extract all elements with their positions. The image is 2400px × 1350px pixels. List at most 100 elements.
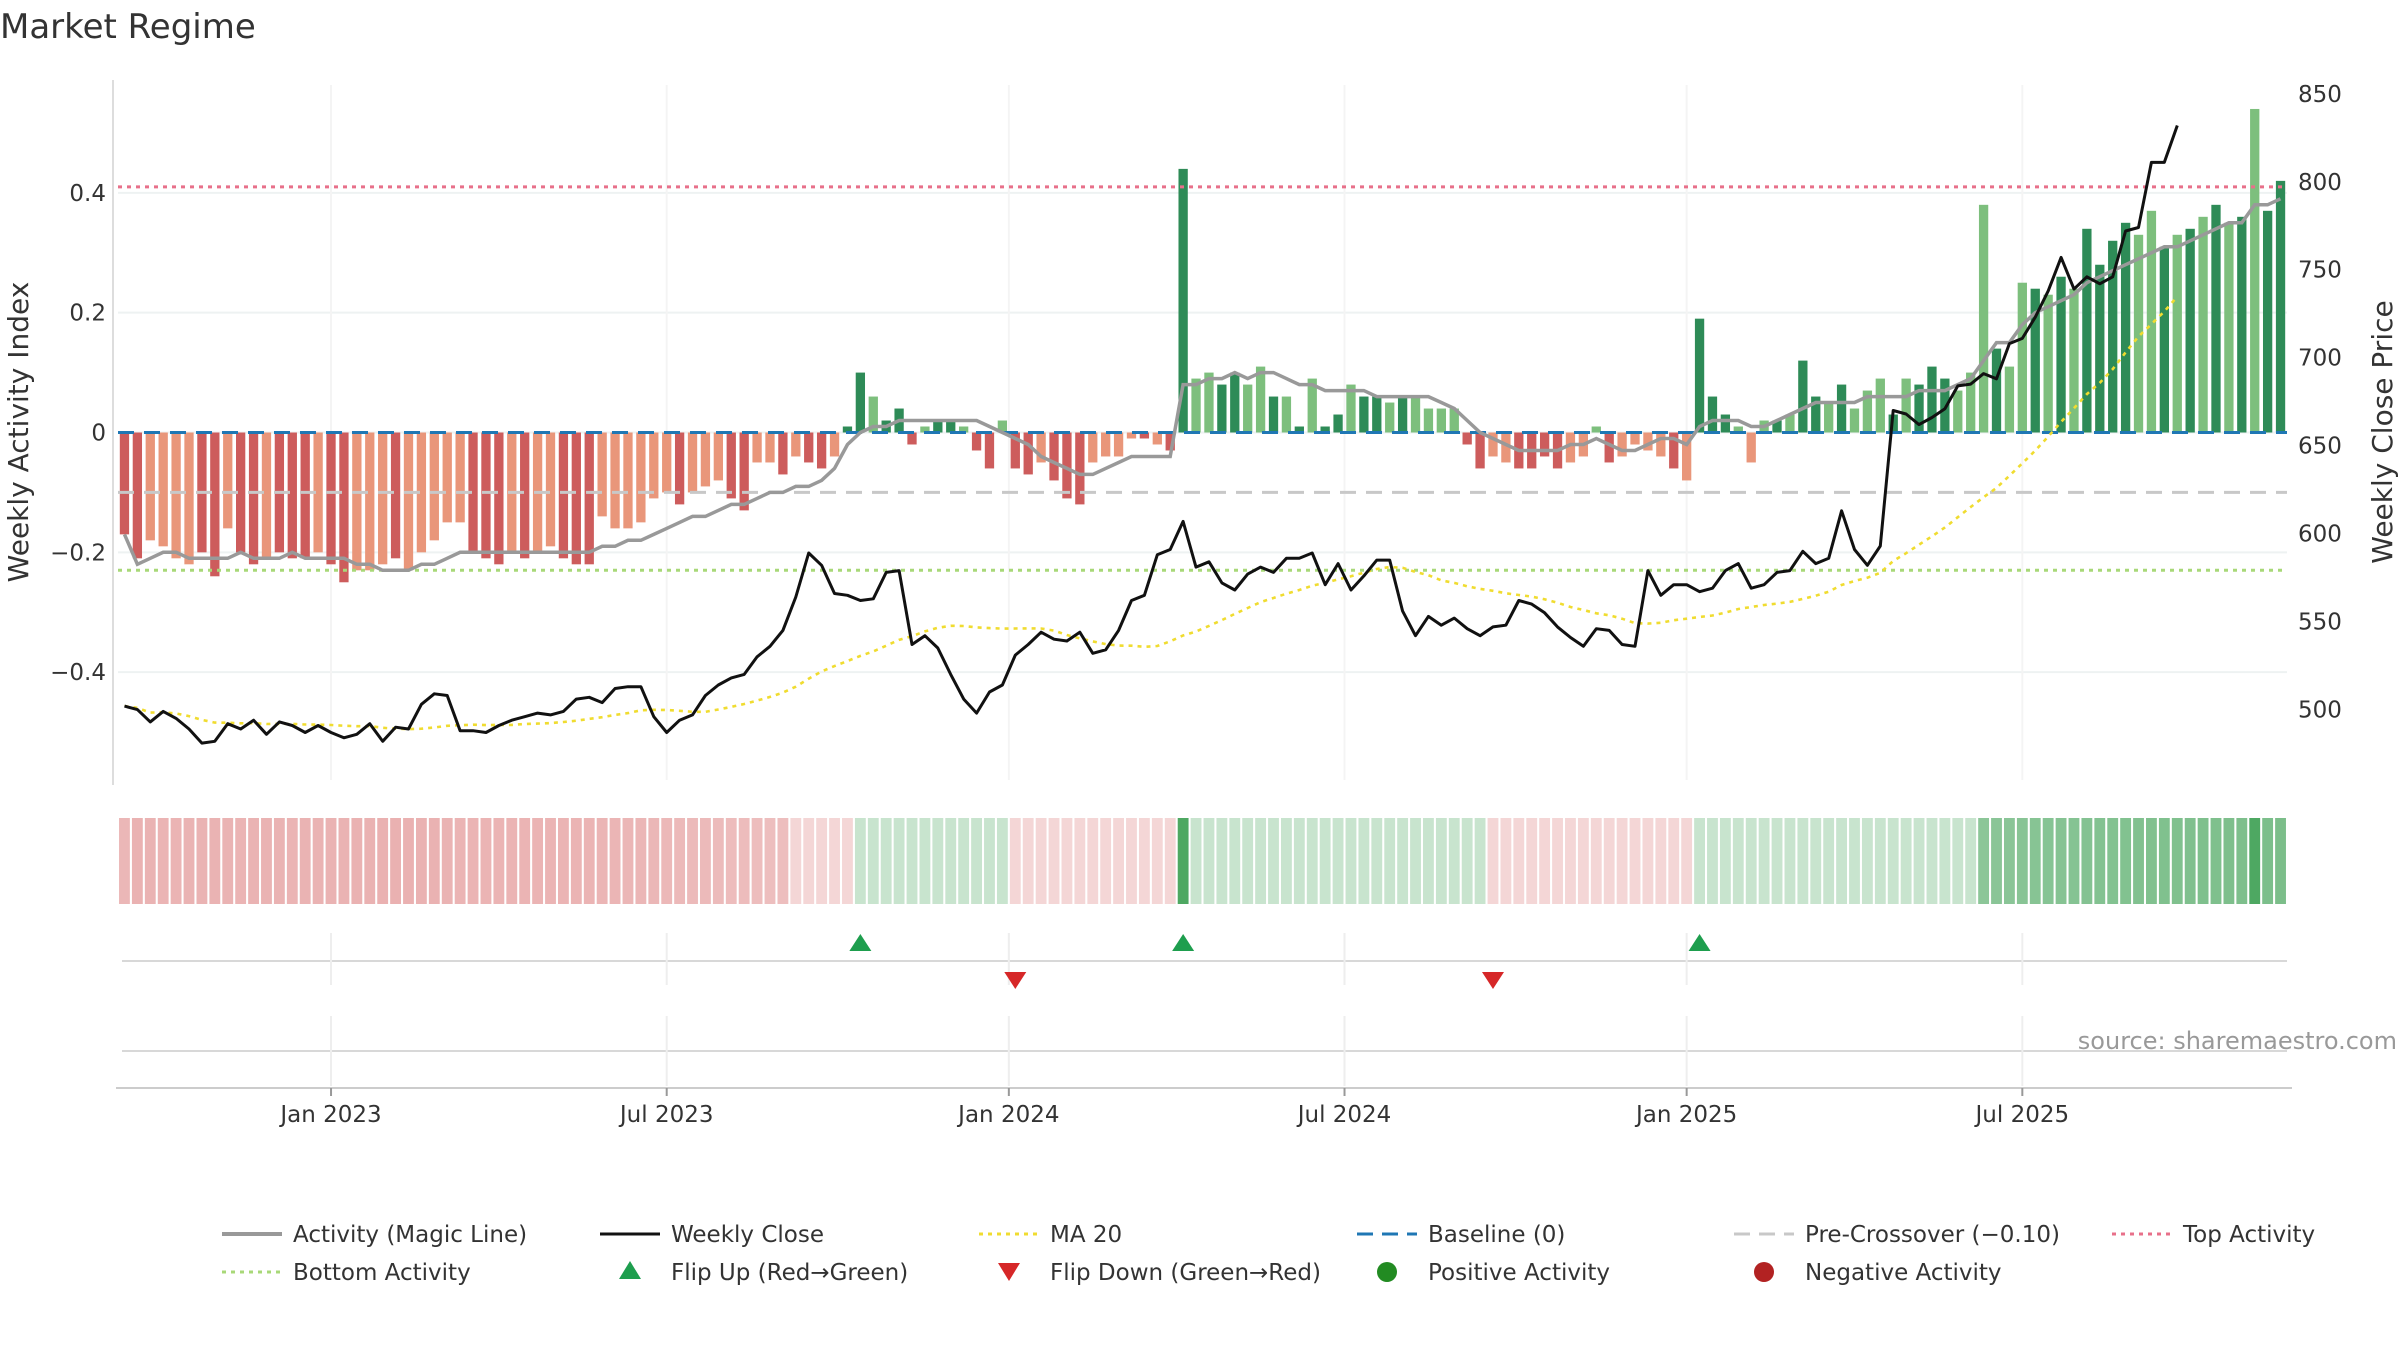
regime-cell bbox=[1552, 818, 1563, 904]
activity-bar bbox=[1901, 378, 1911, 433]
activity-bar bbox=[2211, 204, 2221, 433]
regime-cell bbox=[557, 818, 569, 904]
regime-cell bbox=[893, 818, 905, 904]
regime-cell bbox=[2171, 818, 2183, 904]
regime-cell bbox=[661, 818, 673, 904]
regime-cell bbox=[1577, 818, 1589, 904]
y-tick-label-right: 550 bbox=[2298, 610, 2342, 636]
regime-cell bbox=[1280, 818, 1292, 904]
regime-cell bbox=[2016, 818, 2028, 904]
legend-label-flip-down: Flip Down (Green→Red) bbox=[1050, 1260, 1321, 1286]
activity-bar bbox=[1023, 432, 1033, 475]
regime-cell bbox=[2249, 818, 2261, 904]
regime-cell bbox=[635, 818, 647, 904]
activity-bar bbox=[713, 432, 723, 481]
regime-cell bbox=[1642, 818, 1654, 904]
regime-cell bbox=[725, 818, 737, 904]
regime-cell bbox=[867, 818, 879, 904]
legend-label-magic-line: Activity (Magic Line) bbox=[293, 1222, 527, 1248]
regime-cell bbox=[687, 818, 698, 904]
x-axis: Jan 2023 Jul 2023 Jan 2024 Jul 2024 Jan 2025… bbox=[116, 1087, 2292, 1128]
regime-cell bbox=[338, 818, 350, 904]
regime-cell bbox=[196, 818, 208, 904]
activity-bar bbox=[778, 432, 788, 475]
regime-cell bbox=[945, 818, 957, 904]
activity-bar bbox=[455, 432, 465, 523]
regime-cell bbox=[764, 818, 776, 904]
activity-bar bbox=[1656, 432, 1666, 457]
chart-title: Market Regime bbox=[0, 7, 256, 47]
regime-cell bbox=[2210, 818, 2222, 904]
regime-cell bbox=[777, 818, 789, 904]
activity-bar bbox=[1010, 432, 1020, 469]
activity-bar bbox=[959, 426, 969, 433]
regime-cell bbox=[751, 818, 763, 904]
regime-cell bbox=[1991, 818, 2002, 904]
regime-cell bbox=[428, 818, 440, 904]
regime-cell bbox=[209, 818, 221, 904]
regime-cell bbox=[1681, 818, 1693, 904]
regime-cell bbox=[1590, 818, 1602, 904]
activity-bar bbox=[842, 426, 853, 433]
activity-bar bbox=[378, 432, 388, 565]
activity-bar bbox=[2224, 222, 2234, 433]
activity-bar bbox=[597, 432, 607, 517]
activity-bar bbox=[313, 432, 323, 553]
legend-label-top-activity: Top Activity bbox=[2182, 1222, 2315, 1248]
y-tick-label-left: −0.2 bbox=[50, 540, 106, 566]
activity-bar bbox=[1410, 396, 1421, 433]
regime-cell bbox=[2275, 818, 2286, 904]
regime-cell bbox=[1087, 818, 1099, 904]
regime-cell bbox=[1810, 818, 1822, 904]
legend-item-flip-down: Flip Down (Green→Red) bbox=[998, 1260, 1321, 1286]
legend-label-pre-crossover: Pre-Crossover (−0.10) bbox=[1805, 1222, 2060, 1248]
regime-cell bbox=[1242, 818, 1254, 904]
regime-cell bbox=[622, 818, 634, 904]
regime-cell bbox=[1526, 818, 1538, 904]
activity-bar bbox=[2095, 264, 2105, 433]
regime-cell bbox=[1978, 818, 1990, 904]
regime-cell bbox=[312, 818, 324, 904]
regime-cell bbox=[519, 818, 531, 904]
activity-bar bbox=[2017, 282, 2027, 433]
regime-cell bbox=[1345, 818, 1357, 904]
activity-bar bbox=[816, 432, 827, 469]
activity-bar bbox=[2043, 294, 2053, 433]
legend-item-negative: Negative Activity bbox=[1754, 1260, 2002, 1286]
activity-bar bbox=[1036, 432, 1046, 463]
activity-bar bbox=[1875, 378, 1885, 433]
legend-swatch-positive bbox=[1377, 1262, 1397, 1282]
activity-bar bbox=[2146, 210, 2157, 433]
regime-cell bbox=[1126, 818, 1137, 904]
regime-cell bbox=[1836, 818, 1848, 904]
activity-bar bbox=[1617, 432, 1627, 457]
activity-bar bbox=[1165, 432, 1175, 451]
activity-bar bbox=[804, 432, 814, 463]
regime-cell bbox=[1745, 818, 1757, 904]
regime-cell bbox=[2068, 818, 2080, 904]
legend-item-flip-up: Flip Up (Red→Green) bbox=[619, 1260, 908, 1286]
source-note: source: sharemaestro.com bbox=[2078, 1027, 2397, 1055]
activity-bar bbox=[1243, 384, 1253, 433]
activity-bar bbox=[1346, 384, 1356, 433]
regime-cell bbox=[2107, 818, 2119, 904]
activity-bar bbox=[1772, 420, 1782, 433]
flip-markers bbox=[122, 933, 2287, 1086]
regime-cell bbox=[971, 818, 982, 904]
regime-cell bbox=[1061, 818, 1073, 904]
regime-cell bbox=[790, 818, 802, 904]
activity-bar bbox=[1101, 432, 1111, 457]
regime-cell bbox=[1874, 818, 1886, 904]
regime-cell bbox=[441, 818, 453, 904]
activity-bar bbox=[1062, 432, 1072, 499]
activity-bar bbox=[158, 432, 168, 547]
x-tick-label: Jan 2024 bbox=[956, 1102, 1059, 1128]
activity-bar bbox=[791, 432, 801, 457]
activity-bar bbox=[1746, 432, 1756, 463]
activity-bar bbox=[1178, 168, 1188, 433]
regime-cell bbox=[906, 818, 918, 904]
activity-bar bbox=[339, 432, 349, 583]
activity-bar bbox=[403, 432, 414, 571]
legend-item-bottom-activity: Bottom Activity bbox=[222, 1260, 471, 1286]
regime-cell bbox=[1655, 818, 1667, 904]
